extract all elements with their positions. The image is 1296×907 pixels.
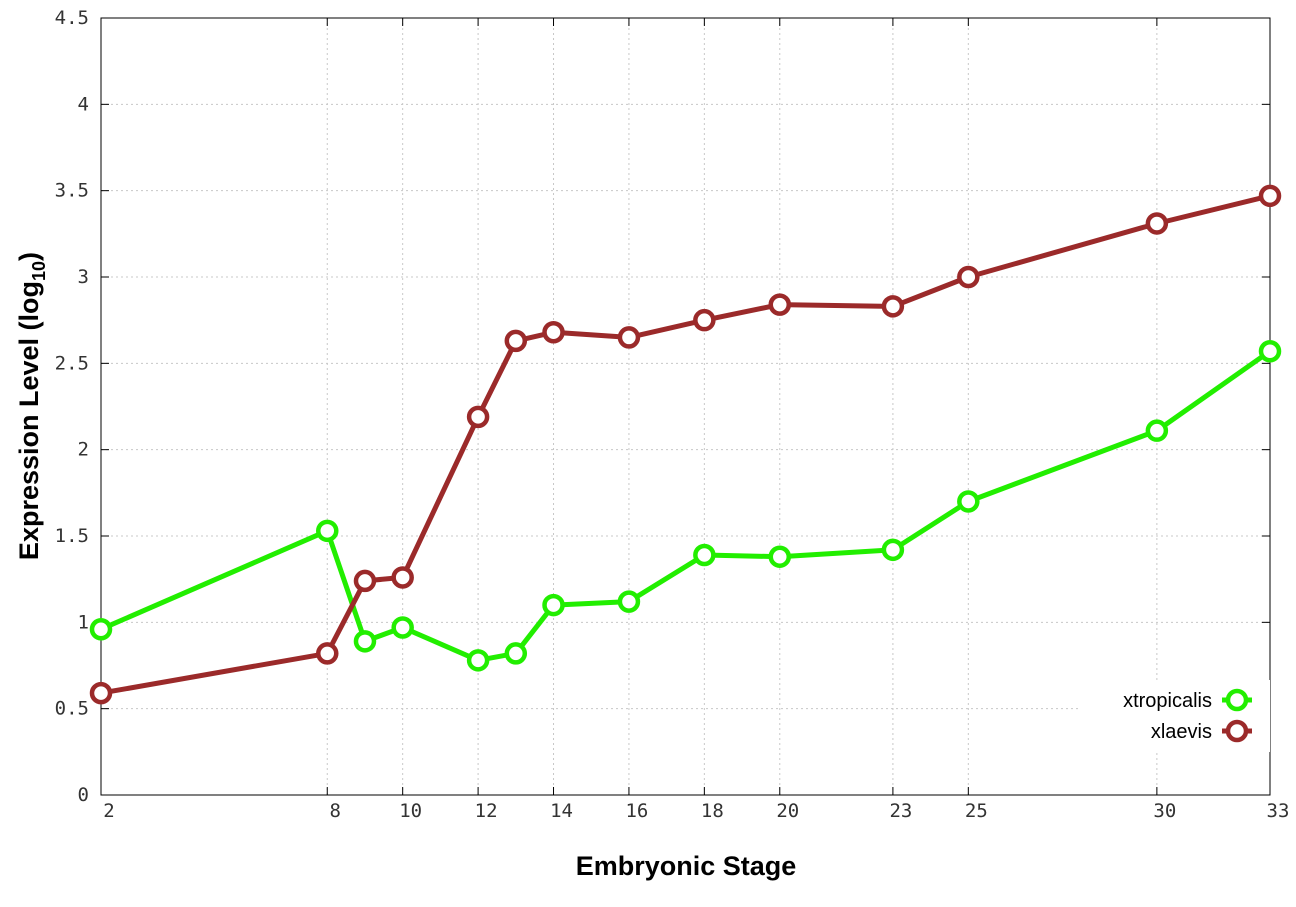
data-point-xlaevis — [617, 326, 641, 349]
data-point-xtropicalis — [881, 538, 905, 562]
data-point-xlaevis — [1145, 212, 1169, 235]
series-xlaevis — [89, 184, 1282, 705]
data-point-xlaevis — [504, 329, 528, 353]
legend: xtropicalis xlaevis — [1080, 680, 1270, 752]
data-point-xtropicalis — [391, 616, 414, 639]
x-tick-label: 33 — [1267, 800, 1290, 822]
data-point-xtropicalis — [617, 590, 641, 613]
data-point-xtropicalis — [466, 649, 490, 672]
plot-frame — [100, 17, 1271, 796]
data-point-xtropicalis — [316, 519, 339, 543]
x-axis-title: Embryonic Stage — [576, 851, 797, 881]
series — [89, 184, 1282, 705]
y-axis-title-main: Expression Level (log — [14, 281, 44, 560]
y-tick-label: 4.5 — [55, 7, 89, 29]
y-tick-label: 1.5 — [55, 525, 89, 547]
legend-marker-xlaevis — [1225, 719, 1249, 743]
data-point-xtropicalis — [353, 630, 377, 653]
x-tick-label: 14 — [550, 800, 573, 822]
data-point-xtropicalis — [693, 543, 716, 567]
y-tick-label: 2.5 — [55, 352, 89, 374]
y-tick-label: 4 — [78, 93, 89, 115]
x-tick-label: 23 — [889, 800, 912, 822]
x-tick-label: 18 — [701, 800, 724, 822]
y-tick-label: 1 — [78, 611, 89, 633]
series-xtropicalis — [89, 339, 1282, 672]
y-tick-label: 0.5 — [55, 698, 89, 720]
x-tick-label: 2 — [103, 800, 114, 822]
x-tick-label: 12 — [475, 800, 498, 822]
data-point-xtropicalis — [504, 642, 528, 665]
data-point-xtropicalis — [1258, 339, 1282, 363]
y-tick-label: 0 — [78, 784, 89, 806]
y-tick-label: 2 — [78, 439, 89, 461]
data-point-xlaevis — [957, 265, 980, 289]
x-tick-label: 25 — [965, 800, 988, 822]
y-tick-label: 3 — [78, 266, 89, 288]
data-point-xtropicalis — [957, 490, 980, 513]
y-axis-title-close: ) — [14, 252, 44, 261]
data-point-xlaevis — [768, 293, 792, 316]
x-tick-label: 8 — [330, 800, 341, 822]
data-point-xtropicalis — [542, 593, 565, 617]
x-tick-label: 20 — [776, 800, 799, 822]
x-tick-label: 16 — [625, 800, 648, 822]
legend-label-xlaevis: xlaevis — [1151, 721, 1212, 743]
data-point-xlaevis — [316, 642, 339, 665]
ticks: 0 0.5 1 1.5 2 2.5 3 3.5 4 4.5 2 8 10 12 14 16 18 20 23 25 30… — [55, 7, 1290, 822]
data-point-xlaevis — [466, 405, 490, 429]
x-tick-label: 30 — [1153, 800, 1176, 822]
data-point-xtropicalis — [1145, 419, 1169, 442]
legend-marker-xtropicalis — [1225, 688, 1249, 712]
data-point-xtropicalis — [89, 617, 113, 641]
data-point-xlaevis — [542, 321, 565, 344]
data-point-xtropicalis — [768, 545, 792, 568]
data-point-xlaevis — [881, 295, 905, 318]
data-point-xlaevis — [89, 681, 113, 705]
y-axis-title: Expression Level (log10) — [14, 252, 49, 560]
data-point-xlaevis — [1258, 184, 1282, 208]
data-point-xlaevis — [353, 569, 377, 593]
data-point-xlaevis — [693, 308, 716, 332]
data-point-xlaevis — [391, 566, 414, 589]
legend-label-xtropicalis: xtropicalis — [1123, 690, 1212, 712]
x-tick-label: 10 — [399, 800, 422, 822]
y-tick-label: 3.5 — [55, 180, 89, 202]
y-axis-title-subscript: 10 — [29, 261, 49, 281]
